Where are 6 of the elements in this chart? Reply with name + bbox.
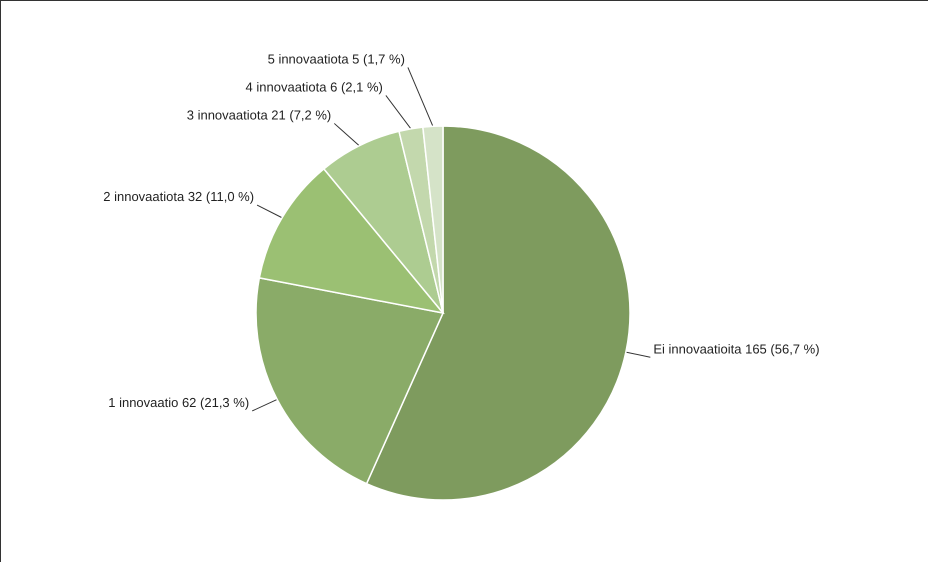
- slice-label: 5 innovaatiota 5 (1,7 %): [268, 51, 405, 66]
- slice-label: 4 innovaatiota 6 (2,1 %): [246, 79, 383, 94]
- slice-label: 3 innovaatiota 21 (7,2 %): [186, 107, 332, 122]
- slice-label: Ei innovaatioita 165 (56,7 %): [653, 341, 820, 356]
- slice-label: 1 innovaatio 62 (21,3 %): [108, 394, 250, 410]
- slice-label: 2 innovaatiota 32 (11,0 %): [103, 189, 254, 204]
